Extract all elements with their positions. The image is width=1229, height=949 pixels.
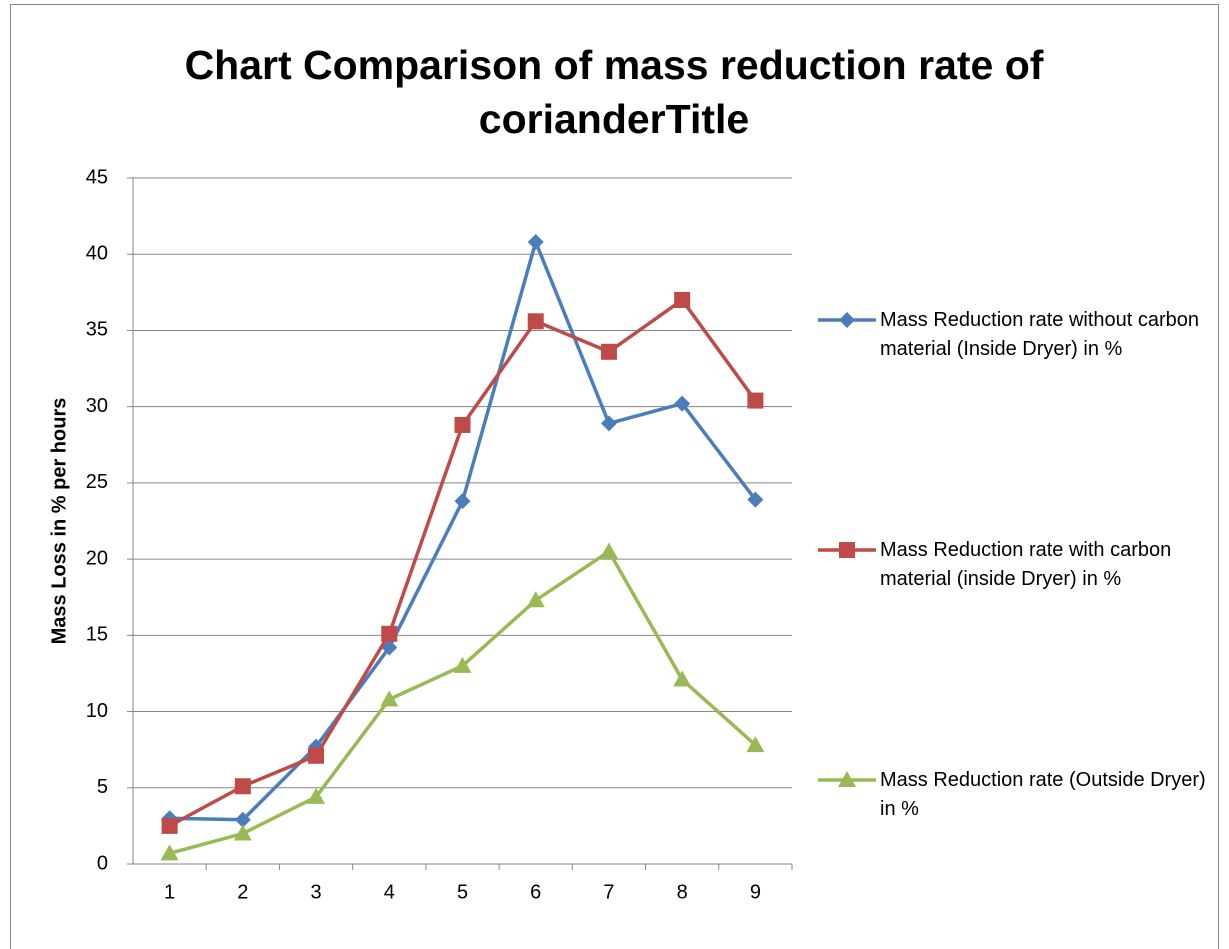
x-tick-label: 6 <box>530 881 541 903</box>
y-tick-label: 0 <box>97 852 108 874</box>
x-tick-label: 1 <box>164 881 175 903</box>
legend-marker <box>839 542 855 558</box>
series-line <box>169 240 757 822</box>
y-tick-label: 35 <box>86 319 108 341</box>
marker <box>527 234 544 251</box>
marker <box>746 736 765 753</box>
series-line <box>169 549 757 856</box>
y-tick-label: 45 <box>86 166 108 188</box>
legend-label: Mass Reduction rate without carbon mater… <box>880 309 1200 360</box>
x-tick-label: 7 <box>603 881 614 903</box>
marker <box>600 343 617 360</box>
marker <box>307 787 326 804</box>
marker <box>454 416 471 433</box>
series-line <box>168 298 757 828</box>
marker <box>674 395 691 412</box>
marker <box>160 844 179 861</box>
marker <box>599 542 618 559</box>
x-tick-label: 8 <box>677 881 688 903</box>
marker <box>380 690 399 707</box>
y-axis-label: Mass Loss in % per hours <box>48 398 70 645</box>
x-tick-label: 4 <box>384 881 395 903</box>
x-tick-label: 9 <box>750 881 761 903</box>
y-tick-label: 5 <box>97 776 108 798</box>
marker <box>381 625 398 642</box>
legend-marker <box>839 312 855 328</box>
y-tick-label: 10 <box>86 700 108 722</box>
marker <box>308 747 325 764</box>
marker <box>526 591 545 608</box>
y-tick-label: 20 <box>86 547 108 569</box>
y-tick-label: 30 <box>86 395 108 417</box>
marker <box>674 291 691 308</box>
marker <box>234 811 251 828</box>
legend-label: Mass Reduction rate (Outside Dryer) in % <box>880 769 1206 820</box>
marker <box>747 392 764 409</box>
x-tick-label: 5 <box>457 881 468 903</box>
marker <box>161 817 178 834</box>
y-tick-label: 40 <box>86 243 108 265</box>
marker <box>234 778 251 795</box>
marker <box>454 493 471 510</box>
marker <box>527 313 544 330</box>
chart-title: Chart Comparison of mass reduction rate … <box>184 42 1044 142</box>
marker <box>673 670 692 687</box>
marker <box>747 491 764 508</box>
legend-label: Mass Reduction rate with carbon material… <box>880 539 1172 590</box>
marker <box>233 824 252 841</box>
x-tick-label: 2 <box>237 881 248 903</box>
marker <box>600 415 617 432</box>
legend-marker <box>838 771 856 787</box>
chart-border <box>10 4 1219 949</box>
y-tick-label: 25 <box>86 471 108 493</box>
y-tick-label: 15 <box>86 624 108 646</box>
x-tick-label: 3 <box>310 881 321 903</box>
marker <box>453 656 472 673</box>
